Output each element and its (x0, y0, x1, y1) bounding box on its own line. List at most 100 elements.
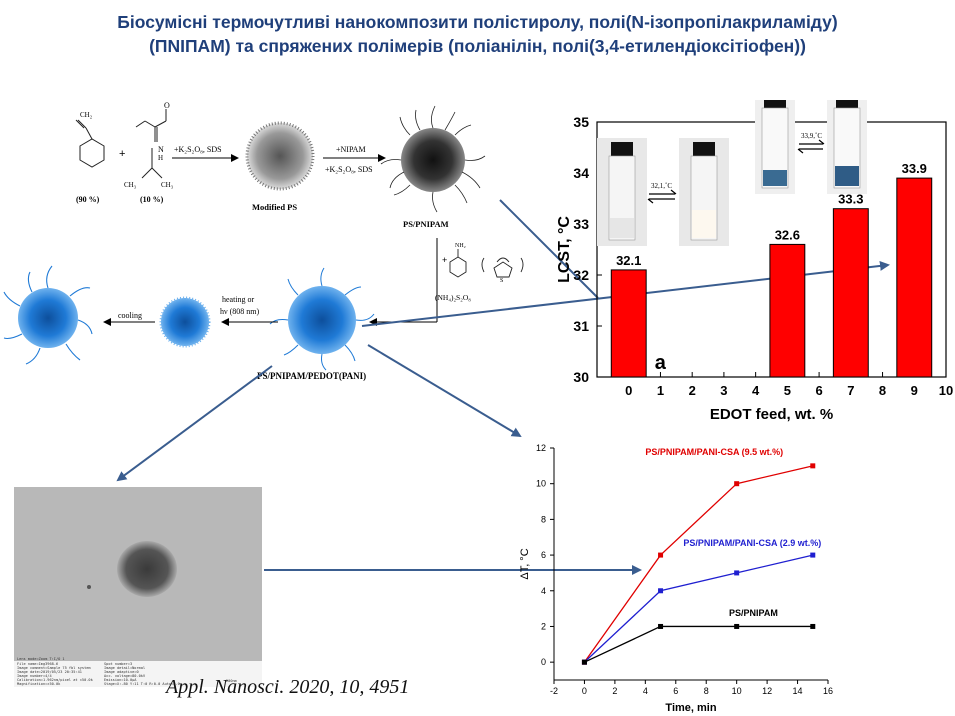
ch3-label-2: CH₃ (161, 181, 174, 189)
sem-info-footer: File name=Img3968-6 Image comment=Sample… (14, 657, 262, 687)
sem-info-line: Image adaptive=0 (104, 670, 139, 674)
styrene-percent: (90 %) (76, 195, 100, 204)
bar-value-label: 33.3 (838, 192, 863, 207)
x-tick-label: 9 (911, 383, 918, 398)
sem-info-line: Image number=4/4 (17, 674, 52, 678)
reagents-1-label: +K₂S₂O₈, SDS (174, 145, 222, 154)
vial-photo-left (597, 138, 647, 246)
vial-right-temp-label: 33,9,˚C (801, 132, 822, 140)
sem-info-line: Lens mode=Zoom T:I/O 1 (17, 657, 65, 661)
title-line-2: (ПNІПАМ) та спряжених полімерів (поліані… (149, 36, 806, 56)
y-tick-label: 10 (536, 479, 546, 489)
sem-info-line: Spot number=3 (104, 662, 133, 666)
modified-ps-label: Modified PS (252, 202, 297, 212)
bar-value-label: 32.1 (616, 253, 641, 268)
oxidant-label: (NH₄)₂S₂O₈ (435, 293, 471, 302)
nh2-label: NH₂ (455, 243, 466, 249)
sem-info-line: File name=Img3968-6 (17, 662, 59, 666)
sem-scale-label: 200nm (226, 679, 237, 683)
ch3-label-1: CH₃ (124, 181, 137, 189)
plus-sign: + (119, 148, 125, 160)
y-axis-label: LCST, °C (556, 216, 573, 283)
y-tick-label: 2 (541, 621, 546, 631)
sem-info-line: Image comment=Sample 75 fbl system (17, 666, 91, 670)
x-tick-label: 4 (752, 383, 760, 398)
sem-info-line: Image date=2019/05/23 20:35:41 (17, 670, 82, 674)
connector-line-to-chart (499, 199, 599, 299)
vial-photo-middle (679, 138, 729, 246)
x-tick-label: 10 (939, 383, 953, 398)
bar (769, 243, 806, 378)
h-label: H (158, 154, 163, 162)
y-tick-label: 30 (573, 369, 589, 385)
s-label: S (500, 278, 503, 284)
series-label: PS/PNIPAM (729, 608, 778, 618)
series-point (734, 623, 740, 629)
plus-sign-2: + (442, 255, 447, 265)
x-tick-label: 6 (815, 383, 822, 398)
series-point (734, 481, 740, 487)
series-label: PS/PNIPAM/PANI-CSA (2.9 wt.%) (683, 538, 821, 548)
heating-label-2: hν (808 nm) (220, 307, 260, 316)
equilibrium-arrow-icon (647, 189, 677, 204)
series-point (810, 463, 816, 469)
modified-ps-particle-icon (245, 121, 315, 191)
x-tick-label: 10 (732, 686, 742, 696)
edot-molecule-icon (481, 257, 524, 278)
vial-photo-dark-left (755, 100, 795, 194)
sem-info-line: Magnification=×50.0k (17, 682, 61, 686)
x-tick-label: 0 (582, 686, 587, 696)
ps-pnipam-label: PS/PNIPAM (403, 219, 449, 229)
series-point (810, 552, 816, 558)
series-point (658, 552, 664, 558)
x-tick-label: 1 (657, 383, 664, 398)
nipam-molecule-icon (135, 109, 167, 179)
sem-info-line: Stage=X:-80 Y:11 T:0 R:0.0 Auto=0.0 (104, 682, 180, 686)
x-tick-label: 12 (762, 686, 772, 696)
x-tick-label: 0 (625, 383, 632, 398)
ps-pnipam-particle-icon (380, 105, 486, 213)
series-line (584, 625, 813, 663)
y-axis-label: ΔT, °C (519, 548, 531, 579)
bar-value-label: 33.9 (902, 161, 927, 176)
vial-photo-dark-right (827, 100, 867, 194)
bar-value-label: 32.6 (775, 227, 800, 242)
y-tick-label: 31 (573, 318, 589, 334)
y-tick-label: 32 (573, 267, 589, 283)
x-axis-label: EDOT feed, wt. % (710, 406, 833, 423)
x-axis-label: Time, min (665, 702, 716, 714)
y-tick-label: 35 (573, 114, 589, 130)
x-tick-label: 2 (612, 686, 617, 696)
connector-arrow-to-sem (116, 365, 273, 482)
x-tick-label: 16 (823, 686, 833, 696)
x-tick-label: 3 (720, 383, 727, 398)
y-tick-label: 4 (541, 586, 546, 596)
x-tick-label: 7 (847, 383, 854, 398)
bar (896, 177, 933, 378)
series-point (810, 623, 816, 629)
bar (832, 208, 869, 378)
sem-info-line: Image detail=Normal (104, 666, 146, 670)
o-label: O (164, 101, 170, 110)
equilibrium-arrow-icon-2 (797, 139, 825, 154)
bar (610, 269, 647, 378)
y-tick-label: 34 (573, 165, 589, 181)
collapsed-particle-icon (159, 296, 211, 348)
title-line-1: Біосумісні термочутливі нанокомпозити по… (117, 12, 838, 32)
y-tick-label: 0 (541, 657, 546, 667)
sem-info-line: Emission=10.0μA (104, 678, 137, 682)
reagents-2-bottom-label: +K₂S₂O₈, SDS (325, 165, 373, 174)
citation: Appl. Nanosci. 2020, 10, 4951 (166, 676, 410, 698)
x-tick-label: 2 (689, 383, 696, 398)
reagents-2-top-label: +NIPAM (336, 145, 366, 154)
x-tick-label: 4 (643, 686, 648, 696)
series-point (581, 659, 587, 665)
series-label: PS/PNIPAM/PANI-CSA (9.5 wt.%) (645, 447, 783, 457)
series-line (583, 554, 813, 663)
nipam-percent: (10 %) (140, 195, 164, 204)
composite-particle-icon (269, 267, 375, 371)
x-tick-label: 6 (673, 686, 678, 696)
slide-title: Біосумісні термочутливі нанокомпозити по… (0, 10, 955, 58)
